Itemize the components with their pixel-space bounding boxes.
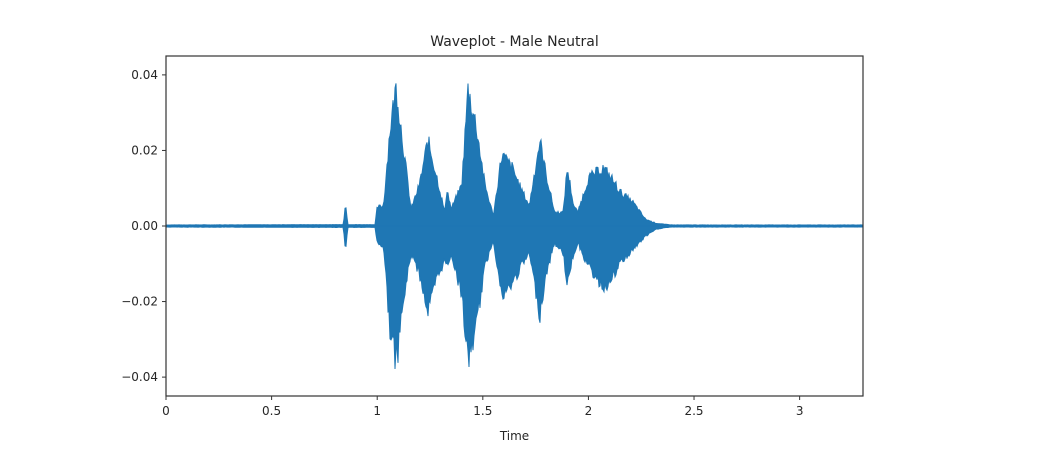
x-tick-label: 0 — [162, 404, 170, 418]
y-tick-label: −0.04 — [121, 370, 158, 384]
y-tick-label: 0.04 — [131, 68, 158, 82]
x-tick-label: 3 — [796, 404, 804, 418]
x-axis-ticks: 0 0.5 1 1.5 2 2.5 3 — [162, 396, 803, 418]
y-tick-label: −0.02 — [121, 295, 158, 309]
x-tick-label: 1 — [373, 404, 381, 418]
chart-title: Waveplot - Male Neutral — [430, 34, 599, 50]
x-tick-label: 1.5 — [473, 404, 492, 418]
y-tick-label: 0.02 — [131, 143, 158, 157]
y-axis-ticks: 0.04 0.02 0.00 −0.02 −0.04 — [121, 68, 166, 384]
plot-area — [165, 83, 864, 370]
y-tick-label: 0.00 — [131, 219, 158, 233]
x-tick-label: 0.5 — [262, 404, 281, 418]
x-tick-label: 2 — [585, 404, 593, 418]
x-tick-label: 2.5 — [684, 404, 703, 418]
x-axis-label: Time — [499, 429, 529, 443]
